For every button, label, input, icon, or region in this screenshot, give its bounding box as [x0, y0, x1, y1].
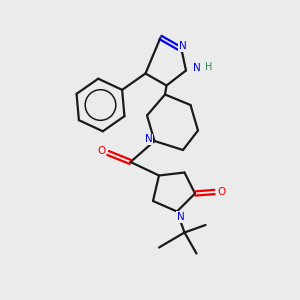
Text: H: H [205, 62, 212, 72]
Text: N: N [177, 212, 184, 222]
Text: N: N [145, 134, 152, 145]
Text: N: N [179, 41, 187, 51]
Text: O: O [217, 187, 225, 197]
Text: N: N [193, 63, 200, 73]
Text: O: O [97, 146, 106, 157]
